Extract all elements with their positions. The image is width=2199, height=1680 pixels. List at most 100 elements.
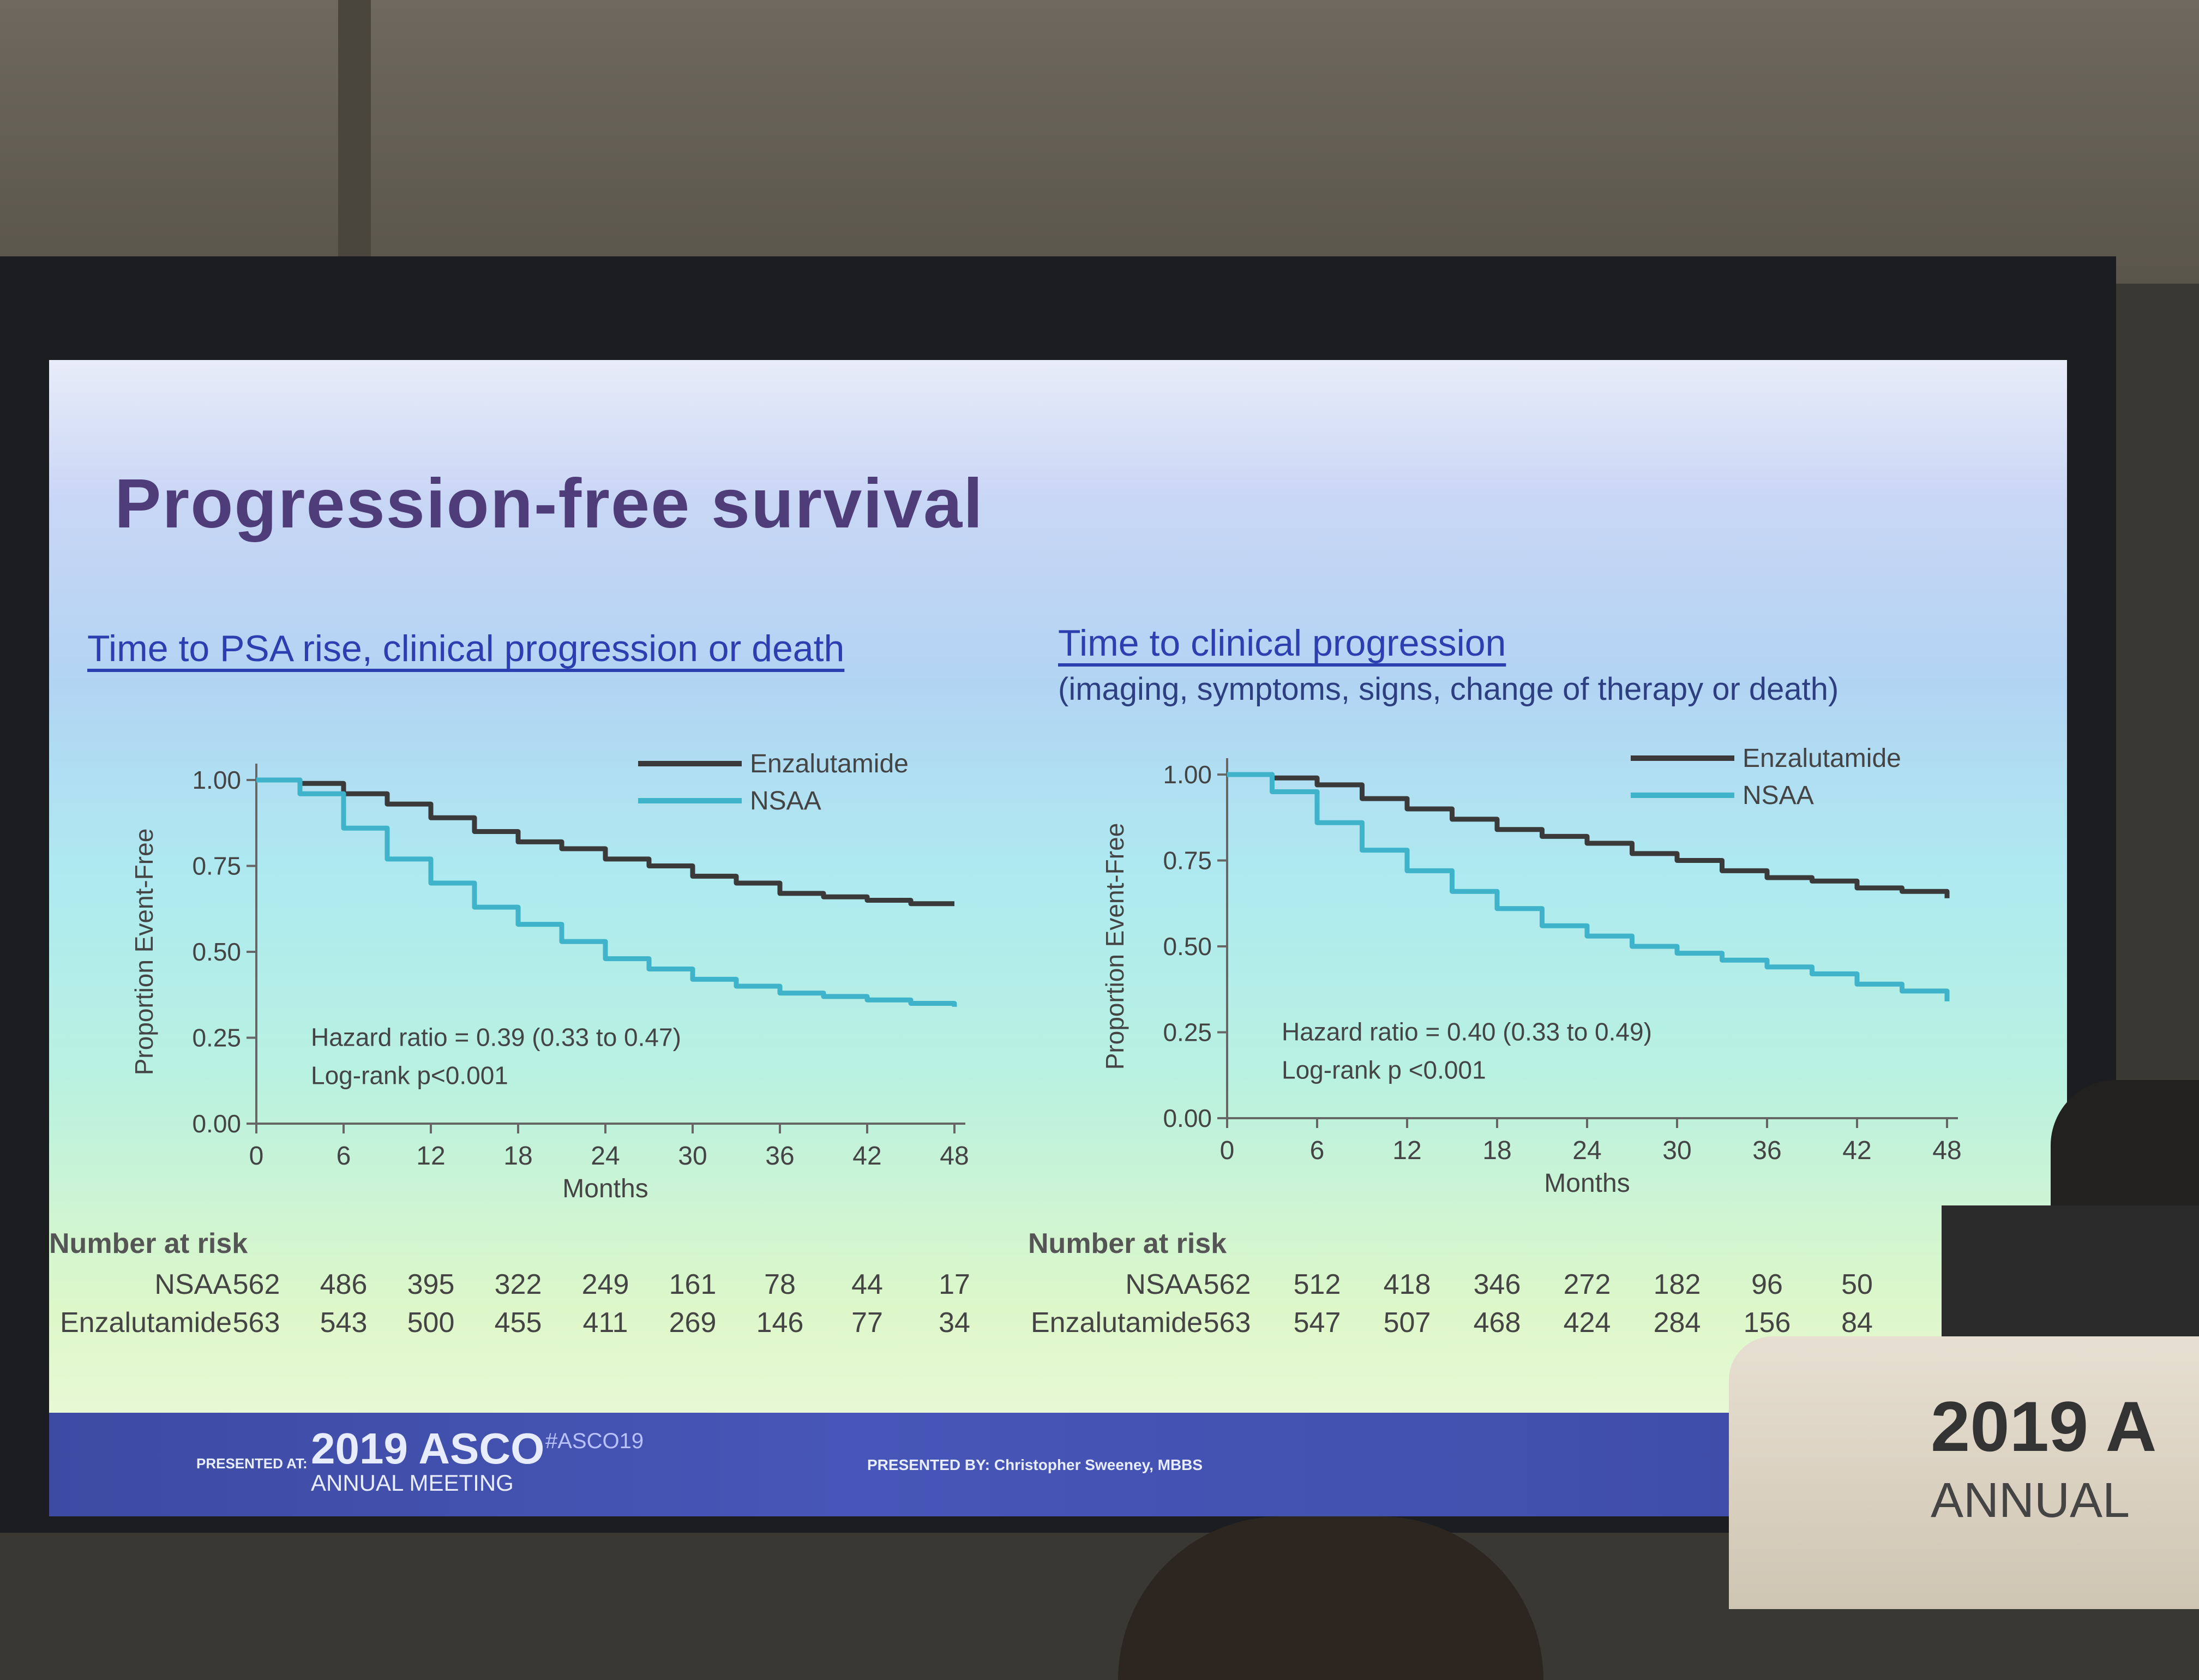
y-tick-label: 0.25: [1163, 1018, 1212, 1047]
audience-head: [1118, 1516, 1543, 1680]
x-tick-label: 36: [1752, 1136, 1781, 1165]
risk-cell: 34: [939, 1307, 970, 1339]
km-chart-psa-progression: 0.00 0.25 0.50 0.75 1.00 0 6 12 18 24 30 36 42 48 Mont…: [130, 749, 969, 1203]
km-curve-nsaa: [256, 777, 957, 1007]
legend-label-nsaa: NSAA: [1743, 781, 1814, 810]
km-curve-nsaa: [1227, 772, 1950, 1001]
risk-cell: 272: [1563, 1269, 1611, 1300]
y-axis-label: Proportion Event-Free: [130, 829, 158, 1076]
risk-row-label: NSAA: [154, 1269, 232, 1300]
podium: [1729, 1336, 2199, 1609]
x-tick-label: 6: [337, 1142, 351, 1171]
x-tick-label: 24: [591, 1142, 620, 1171]
risk-cell: 500: [407, 1307, 455, 1339]
risk-cell: 346: [1473, 1269, 1521, 1300]
asco-logo-text: 2019 ASCO: [311, 1424, 545, 1473]
x-tick-label: 18: [1482, 1136, 1511, 1165]
risk-cell: 182: [1653, 1269, 1701, 1300]
risk-cell: 50: [1841, 1269, 1873, 1300]
y-tick-label: 0.00: [192, 1109, 241, 1138]
x-tick-label: 42: [852, 1142, 881, 1171]
legend-label-enzalutamide: Enzalutamide: [1743, 744, 1901, 773]
y-tick-label: 0.50: [192, 938, 241, 966]
x-tick-label: 48: [940, 1142, 969, 1171]
speaker-silhouette: [2051, 1080, 2199, 1222]
risk-cell: 562: [232, 1269, 280, 1300]
y-tick-label: 0.25: [192, 1024, 241, 1052]
risk-row-label: Enzalutamide: [1031, 1307, 1203, 1339]
km-chart-clinical-progression: 0.00 0.25 0.50 0.75 1.00 0 6 12 18 24 30 36 42 48 Mont…: [1101, 744, 1962, 1198]
panel-1-title: Time to PSA rise, clinical progression o…: [87, 628, 845, 669]
x-tick-label: 24: [1572, 1136, 1601, 1165]
legend-label-enzalutamide: Enzalutamide: [750, 749, 909, 778]
y-tick-label: 0.00: [1163, 1104, 1212, 1132]
x-tick-label: 36: [765, 1142, 794, 1171]
x-axis-label: Months: [1544, 1169, 1630, 1198]
annotation-1: Log-rank p<0.001: [311, 1061, 508, 1090]
km-curve-enzalutamide: [256, 777, 954, 907]
risk-row-label: Enzalutamide: [60, 1307, 232, 1339]
y-axis-label: Proportion Event-Free: [1101, 823, 1129, 1070]
risk-cell: 249: [581, 1269, 629, 1300]
risk-cell: 547: [1293, 1307, 1341, 1339]
x-tick-label: 42: [1842, 1136, 1871, 1165]
risk-cell: 78: [764, 1269, 796, 1300]
risk-row-label: NSAA: [1125, 1269, 1203, 1300]
risk-cell: 418: [1383, 1269, 1431, 1300]
risk-cell: 507: [1383, 1307, 1431, 1339]
risk-cell: 96: [1751, 1269, 1783, 1300]
x-tick-label: 48: [1932, 1136, 1961, 1165]
x-tick-label: 0: [249, 1142, 264, 1171]
risk-table-1-header: Number at risk: [49, 1228, 248, 1259]
annotation-0: Hazard ratio = 0.40 (0.33 to 0.49): [1282, 1018, 1652, 1046]
y-tick-label: 1.00: [1163, 760, 1212, 789]
y-tick-label: 0.75: [192, 852, 241, 880]
risk-cell: 512: [1293, 1269, 1341, 1300]
risk-cell: 563: [232, 1307, 280, 1339]
podium-brand: 2019 A: [1931, 1387, 2157, 1466]
hashtag: #ASCO19: [545, 1429, 644, 1453]
x-tick-label: 30: [678, 1142, 707, 1171]
x-axis-label: Months: [562, 1174, 648, 1203]
risk-cell: 563: [1203, 1307, 1251, 1339]
x-tick-label: 0: [1220, 1136, 1235, 1165]
annual-meeting-text: ANNUAL MEETING: [311, 1470, 514, 1496]
room-pillar: [338, 0, 371, 284]
risk-cell: 562: [1203, 1269, 1251, 1300]
risk-cell: 17: [939, 1269, 970, 1300]
risk-cell: 269: [669, 1307, 717, 1339]
podium-subtitle: ANNUAL: [1931, 1473, 2130, 1528]
risk-cell: 411: [582, 1307, 628, 1339]
risk-cell: 77: [851, 1307, 883, 1339]
risk-cell: 468: [1473, 1307, 1521, 1339]
slide-title: Progression-free survival: [115, 465, 984, 543]
presented-at-label: PRESENTED AT:: [196, 1455, 308, 1472]
x-tick-label: 18: [503, 1142, 532, 1171]
x-tick-label: 12: [1392, 1136, 1421, 1165]
y-tick-label: 0.75: [1163, 847, 1212, 875]
risk-cell: 424: [1563, 1307, 1611, 1339]
risk-cell: 284: [1653, 1307, 1701, 1339]
y-tick-label: 0.50: [1163, 932, 1212, 961]
presentation-slide: Progression-free survival Time to PSA ri…: [49, 360, 2067, 1516]
risk-cell: 543: [320, 1307, 368, 1339]
risk-cell: 322: [494, 1269, 542, 1300]
room-wall: [0, 0, 2199, 284]
risk-table-2-header: Number at risk: [1028, 1228, 1227, 1259]
x-tick-label: 12: [416, 1142, 445, 1171]
risk-cell: 146: [756, 1307, 804, 1339]
panel-2-subtitle: (imaging, symptoms, signs, change of the…: [1058, 671, 1839, 707]
x-tick-label: 30: [1662, 1136, 1691, 1165]
risk-cell: 455: [494, 1307, 542, 1339]
risk-cell: 156: [1743, 1307, 1791, 1339]
risk-cell: 44: [851, 1269, 883, 1300]
risk-cell: 84: [1841, 1307, 1873, 1339]
risk-cell: 395: [407, 1269, 455, 1300]
risk-cell: 161: [669, 1269, 717, 1300]
risk-cell: 486: [320, 1269, 368, 1300]
km-curve-enzalutamide: [1227, 772, 1950, 898]
annotation-1: Log-rank p <0.001: [1282, 1056, 1486, 1084]
podium-monitor: [1942, 1205, 2199, 1336]
panel-2-title: Time to clinical progression: [1058, 622, 1506, 664]
presented-by: PRESENTED BY: Christopher Sweeney, MBBS: [867, 1456, 1203, 1473]
